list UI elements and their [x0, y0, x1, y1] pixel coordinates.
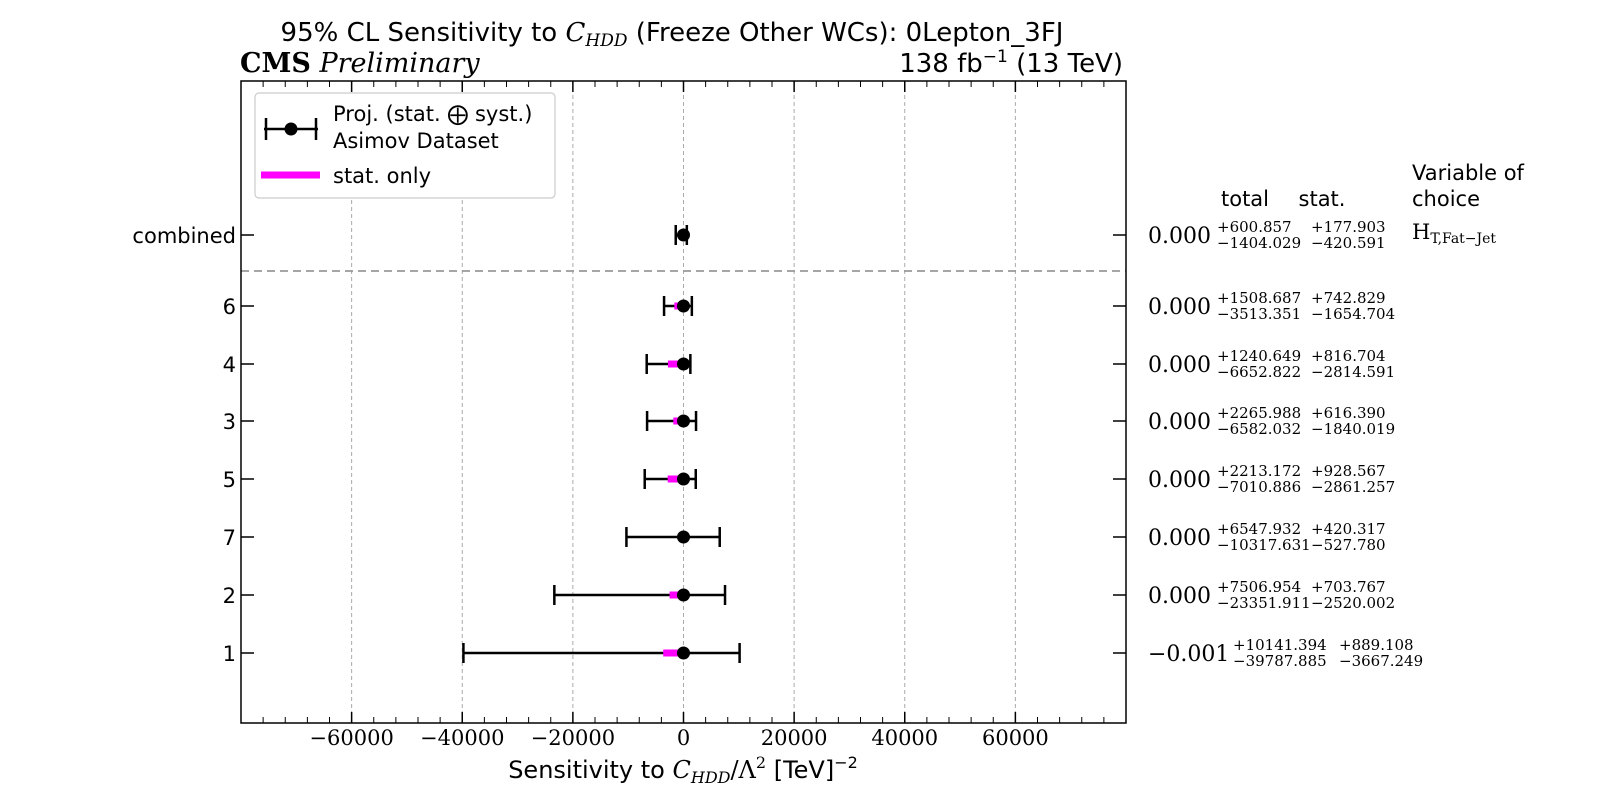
total-up-text: +10141.394 — [1233, 636, 1327, 654]
central-value-point — [677, 530, 690, 544]
y-tick-label: 7 — [223, 526, 236, 550]
total-up-text: +7506.954 — [1217, 578, 1301, 596]
total-up-text: +2213.172 — [1217, 462, 1301, 480]
stat-down-text: −2861.257 — [1311, 478, 1395, 496]
y-tick-label: 1 — [223, 642, 236, 666]
header-variable-line1: Variable of — [1412, 161, 1525, 185]
central-value-point — [677, 299, 690, 313]
central-value-point — [677, 646, 690, 660]
total-down-text: −6582.032 — [1217, 420, 1301, 438]
cms-label: CMS Preliminary — [240, 48, 480, 79]
stat-down-text: −527.780 — [1311, 536, 1386, 554]
total-down-text: −1404.029 — [1217, 234, 1301, 252]
central-value-text: 0.000 — [1148, 224, 1211, 249]
stat-down-text: −2520.002 — [1311, 594, 1395, 612]
legend: Proj. (stat. ⨁ syst.) Asimov Dataset sta… — [254, 92, 556, 199]
stat-down-text: −1840.019 — [1311, 420, 1395, 438]
x-tick-label: 60000 — [982, 726, 1049, 750]
x-tick-label: −20000 — [531, 726, 615, 750]
result-table: 0.000 +600.857−1404.029 +177.903−420.591 0.… — [1148, 218, 1423, 670]
central-value-text: 0.000 — [1148, 353, 1211, 378]
x-axis-label: Sensitivity to CHDD/Λ2 [TeV]−2 — [508, 753, 858, 787]
x-tick-label: 0 — [677, 726, 690, 750]
stat-up-text: +742.829 — [1311, 289, 1386, 307]
stat-up-text: +816.704 — [1311, 347, 1386, 365]
stat-down-text: −2814.591 — [1311, 363, 1395, 381]
stat-up-text: +928.567 — [1311, 462, 1386, 480]
central-value-text: 0.000 — [1148, 410, 1211, 435]
total-down-text: −3513.351 — [1217, 305, 1301, 323]
header-total: total — [1221, 187, 1269, 211]
y-tick-label: combined — [132, 224, 236, 248]
stat-up-text: +177.903 — [1311, 218, 1386, 236]
total-up-text: +6547.932 — [1217, 520, 1301, 538]
y-tick-label: 2 — [223, 584, 236, 608]
y-tick-label: 6 — [223, 295, 236, 319]
total-up-text: +600.857 — [1217, 218, 1292, 236]
y-tick-label: 4 — [223, 353, 236, 377]
central-value-point — [677, 228, 690, 242]
chart-title: 95% CL Sensitivity to CHDD (Freeze Other… — [281, 18, 1064, 51]
total-up-text: +1240.649 — [1217, 347, 1301, 365]
central-value-point — [677, 472, 690, 486]
legend-total-line2: Asimov Dataset — [333, 129, 499, 153]
central-value-text: 0.000 — [1148, 468, 1211, 493]
central-value-text: 0.000 — [1148, 584, 1211, 609]
y-tick-label: 3 — [223, 410, 236, 434]
total-down-text: −39787.885 — [1233, 652, 1327, 670]
x-tick-label: −40000 — [420, 726, 504, 750]
stat-up-text: +703.767 — [1311, 578, 1386, 596]
stat-up-text: +616.390 — [1311, 404, 1386, 422]
central-value-point — [677, 588, 690, 602]
legend-stat-label: stat. only — [333, 164, 431, 188]
stat-down-text: −1654.704 — [1311, 305, 1395, 323]
total-down-text: −7010.886 — [1217, 478, 1301, 496]
y-tick-label: 5 — [223, 468, 236, 492]
legend-box — [254, 92, 556, 199]
total-up-text: +1508.687 — [1217, 289, 1301, 307]
axis-ticks: −60000 −40000 −20000 0 20000 40000 60000 combin… — [132, 81, 1126, 750]
legend-total-line1: Proj. (stat. ⨁ syst.) — [333, 102, 532, 126]
total-down-text: −23351.911 — [1217, 594, 1311, 612]
total-up-text: +2265.988 — [1217, 404, 1301, 422]
lumi-label: 138 fb−1 (13 TeV) — [899, 47, 1123, 79]
header-stat: stat. — [1299, 187, 1346, 211]
central-value-text: 0.000 — [1148, 526, 1211, 551]
x-tick-label: 40000 — [871, 726, 938, 750]
central-value-text: −0.001 — [1148, 642, 1229, 667]
stat-up-text: +420.317 — [1311, 520, 1386, 538]
variable-of-choice: HT,Fat−Jet — [1412, 220, 1496, 247]
x-tick-label: 20000 — [761, 726, 828, 750]
total-down-text: −10317.631 — [1217, 536, 1311, 554]
central-value-point — [677, 357, 690, 371]
header-variable-line2: choice — [1412, 187, 1480, 211]
x-tick-label: −60000 — [309, 726, 393, 750]
stat-down-text: −3667.249 — [1339, 652, 1423, 670]
stat-down-text: −420.591 — [1311, 234, 1386, 252]
central-value-point — [677, 414, 690, 428]
total-down-text: −6652.822 — [1217, 363, 1301, 381]
legend-total-marker — [264, 118, 318, 140]
data-marks — [462, 225, 741, 663]
central-value-text: 0.000 — [1148, 295, 1211, 320]
stat-up-text: +889.108 — [1339, 636, 1414, 654]
